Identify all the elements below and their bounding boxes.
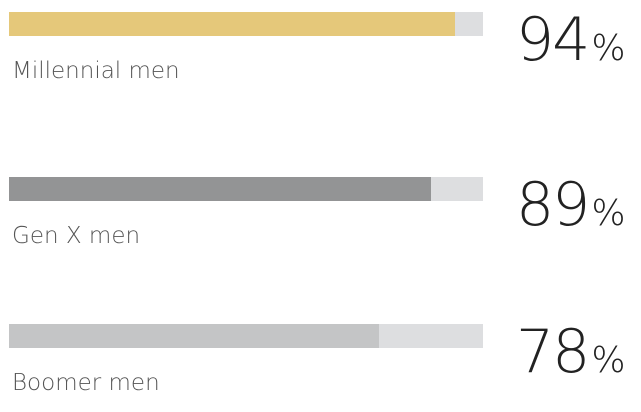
value-label: 89%: [516, 175, 626, 235]
bar-gen-x-men: [9, 177, 431, 201]
bar-millennial-men: [9, 12, 455, 36]
percent-sign: %: [591, 340, 626, 381]
value-number: 94: [516, 5, 590, 75]
value-number: 89: [516, 170, 590, 240]
value-label: 78%: [516, 322, 626, 382]
chart-row-genx: Gen X men 89%: [0, 165, 641, 265]
category-label: Boomer men: [12, 370, 160, 396]
bar-track: [9, 324, 483, 348]
chart-row-boomer: Boomer men 78%: [0, 312, 641, 412]
category-label: Gen X men: [12, 223, 141, 249]
value-label: 94%: [516, 10, 626, 70]
chart-row-millennial: Millennial men 94%: [0, 0, 641, 100]
bar-track: [9, 177, 483, 201]
percent-sign: %: [591, 28, 626, 69]
value-number: 78: [516, 317, 590, 387]
bar-boomer-men: [9, 324, 379, 348]
category-label: Millennial men: [12, 58, 180, 84]
bar-track: [9, 12, 483, 36]
percent-sign: %: [591, 193, 626, 234]
